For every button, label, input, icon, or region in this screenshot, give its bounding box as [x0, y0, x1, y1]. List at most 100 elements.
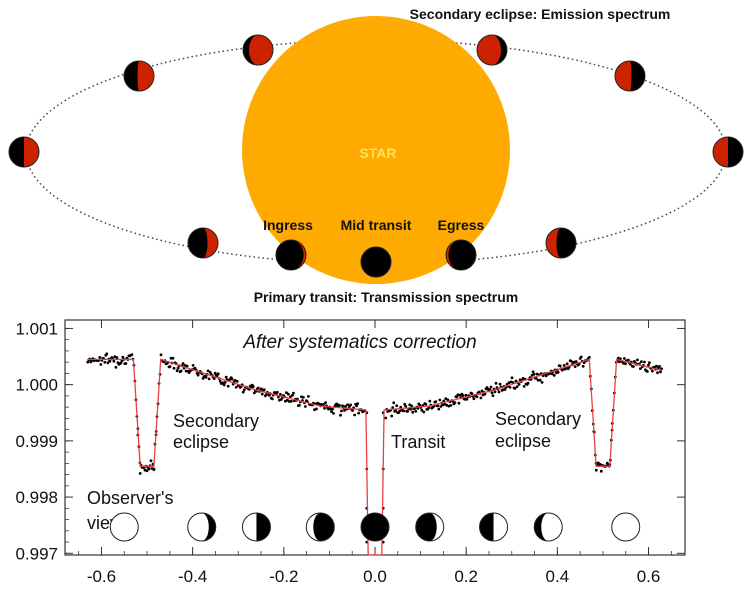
data-point	[660, 367, 663, 371]
data-point	[643, 360, 646, 364]
data-point	[402, 409, 406, 413]
orbit-planet-3-outline	[476, 34, 508, 66]
data-point	[434, 400, 438, 403]
orbit-planet-10	[445, 239, 477, 271]
data-point	[536, 378, 540, 382]
data-point	[658, 365, 661, 368]
data-point	[515, 385, 519, 388]
data-point	[86, 360, 90, 364]
data-point	[514, 379, 518, 383]
observer-phase-1-lit	[187, 513, 209, 541]
light-curve-chart: -0.6 -0.4 -0.2 0.0 0.2 0.4 0.6 0.997 0.998 0.999 1…	[15, 319, 686, 586]
data-point	[587, 356, 591, 359]
orbit-planet-10-outline	[445, 239, 477, 271]
data-point	[424, 402, 428, 406]
data-point	[285, 391, 288, 394]
observer-phase-8-lit	[611, 513, 640, 541]
observer-phase-1-outline	[187, 512, 217, 542]
orbit-planet-0-lit	[24, 137, 39, 167]
observer-phase-4-outline	[360, 512, 390, 542]
data-point	[218, 379, 222, 383]
observer-phase-6-outline	[479, 512, 509, 542]
orbit-planet-3	[476, 34, 508, 66]
observer-phase-3	[305, 512, 335, 542]
transit-annotation: Transit	[391, 432, 445, 452]
data-point	[289, 395, 292, 399]
data-point	[526, 381, 530, 385]
data-point	[395, 404, 399, 408]
data-point	[531, 370, 535, 374]
orbit-planet-2	[242, 34, 274, 66]
data-point	[534, 376, 538, 380]
data-point	[569, 359, 573, 363]
data-point	[130, 353, 134, 356]
data-point	[291, 393, 294, 397]
star-label: STAR	[359, 145, 396, 161]
observer-phase-4-disk	[361, 513, 389, 541]
data-point	[224, 375, 228, 379]
orbit-planet-9-outline	[360, 246, 392, 278]
data-point	[191, 364, 195, 367]
y-tick-label: 0.999	[15, 432, 58, 451]
observer-phase-2-outline	[241, 512, 271, 542]
data-point	[339, 413, 342, 417]
orbit-planet-0-outline	[8, 136, 40, 168]
data-point	[562, 364, 566, 367]
data-point	[552, 374, 556, 377]
data-point	[355, 404, 358, 408]
data-point	[121, 355, 125, 359]
data-point	[171, 356, 175, 360]
data-point	[409, 407, 413, 411]
data-point	[394, 409, 398, 413]
orbit-planet-6	[187, 227, 219, 259]
data-point	[259, 387, 263, 391]
observer-phase-5-outline	[415, 512, 445, 542]
data-point	[497, 390, 501, 394]
orbit-planet-2-outline	[242, 34, 274, 66]
x-tick-label: 0.0	[363, 567, 387, 586]
data-point	[406, 410, 410, 413]
data-point	[550, 372, 554, 376]
data-point	[120, 359, 124, 363]
data-point	[470, 392, 474, 395]
data-point	[639, 367, 642, 370]
data-point	[147, 467, 151, 471]
observer-phase-8-outline	[611, 512, 641, 542]
data-point	[298, 403, 301, 407]
data-point	[185, 364, 189, 368]
data-point	[490, 391, 494, 395]
data-point	[404, 404, 408, 408]
orbit-planet-7-lit	[546, 228, 561, 258]
ingress-label: Ingress	[263, 217, 313, 233]
orbit-planet-8-lit	[291, 240, 306, 270]
observer-phase-0-outline	[109, 512, 139, 542]
y-tick-label: 1.000	[15, 376, 58, 395]
data-point	[491, 394, 495, 397]
data-point	[302, 396, 305, 399]
data-point	[275, 390, 279, 394]
observer-phase-4	[360, 512, 390, 542]
data-point	[594, 468, 598, 472]
x-tick-label: -0.6	[87, 567, 116, 586]
star	[242, 16, 510, 284]
orbit-planets	[8, 34, 744, 278]
data-point	[532, 372, 536, 376]
data-point	[216, 372, 220, 376]
data-point	[420, 408, 424, 412]
data-point	[558, 364, 562, 368]
data-point	[230, 377, 234, 381]
data-point	[640, 360, 643, 363]
data-point	[410, 404, 414, 408]
data-point	[206, 369, 210, 373]
data-point	[457, 401, 461, 405]
data-point	[172, 366, 176, 370]
data-point	[344, 404, 347, 408]
y-tick-label: 1.001	[15, 319, 58, 338]
data-point	[651, 369, 654, 373]
data-point	[343, 409, 346, 412]
secondary-eclipse-right-line1: Secondary	[495, 409, 581, 429]
observer-phase-7-lit	[541, 513, 563, 541]
data-point	[411, 410, 415, 414]
data-point	[581, 364, 585, 368]
